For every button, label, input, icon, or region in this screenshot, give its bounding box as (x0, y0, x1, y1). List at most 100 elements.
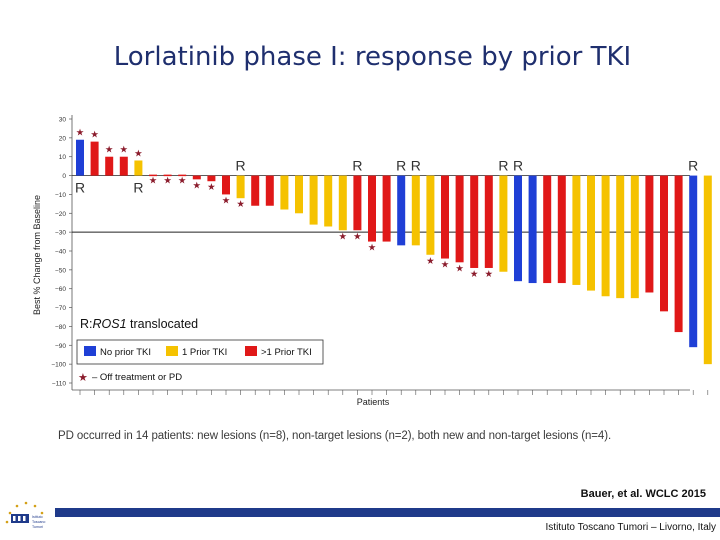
bar (528, 175, 537, 284)
y-tick-label: −100 (51, 362, 66, 369)
star-marker: ★ (90, 130, 99, 141)
y-tick-label: −90 (55, 343, 66, 350)
bar (601, 175, 610, 297)
star-marker: ★ (470, 269, 479, 280)
legend-label-one: 1 Prior TKI (182, 347, 227, 358)
ros1-annotation-gene: ROS1 (93, 317, 127, 331)
bar (455, 175, 464, 263)
legend: No prior TKI 1 Prior TKI >1 Prior TKI ★ … (76, 339, 324, 384)
ros1-marker: R (352, 158, 362, 174)
bar (616, 175, 625, 299)
bar (543, 175, 552, 284)
star-marker: ★ (76, 128, 85, 139)
bar (192, 175, 201, 180)
bar (324, 175, 333, 227)
bar (572, 175, 581, 285)
legend-star-label: – Off treatment or PD (92, 372, 182, 383)
bar (105, 156, 114, 176)
institute-name: Istituto Toscano Tumori – Livorno, Italy (545, 522, 716, 533)
legend-swatch-one (166, 346, 178, 356)
star-marker: ★ (455, 263, 464, 274)
bar (251, 175, 260, 206)
bar (557, 175, 566, 284)
logo-text-line-2: Toscano (32, 520, 45, 524)
ros1-annotation-prefix: R: (80, 317, 93, 331)
bar (587, 175, 595, 291)
legend-swatch-none (84, 346, 96, 356)
bar (338, 175, 347, 231)
y-tick-label: −80 (55, 324, 66, 331)
bar (382, 175, 391, 242)
citation: Bauer, et al. WCLC 2015 (580, 488, 706, 500)
star-marker: ★ (368, 243, 377, 254)
bar (703, 175, 712, 365)
bar (236, 175, 245, 199)
ros1-marker: R (498, 158, 508, 174)
star-marker: ★ (441, 260, 450, 271)
y-tick-label: −50 (55, 267, 66, 274)
star-marker: ★ (134, 148, 143, 159)
bar (470, 175, 479, 268)
ros1-annotation: R:ROS1 translocated (80, 317, 198, 331)
bar (689, 175, 698, 348)
legend-label-none: No prior TKI (100, 347, 151, 358)
y-tick-label: −60 (55, 286, 66, 293)
slide-title: Lorlatinib phase I: response by prior TK… (113, 42, 632, 72)
star-marker: ★ (149, 176, 158, 187)
bar (484, 175, 493, 268)
bar (309, 175, 318, 225)
bar (645, 175, 654, 293)
bar (265, 175, 274, 206)
footer-bar (55, 508, 720, 517)
y-tick-label: −70 (55, 305, 66, 312)
logo-text-line-1: Istituto (32, 515, 43, 519)
star-marker: ★ (120, 145, 129, 156)
legend-box (76, 339, 324, 365)
bar (134, 160, 143, 176)
ros1-marker: R (133, 180, 143, 196)
bar (630, 175, 639, 299)
bar (514, 175, 522, 282)
y-tick-label: −40 (55, 249, 66, 256)
legend-swatch-multi (245, 346, 257, 356)
bar (441, 175, 449, 259)
y-tick-label: −30 (55, 230, 66, 237)
y-tick-label: −10 (55, 192, 66, 199)
star-marker: ★ (222, 195, 231, 206)
bar (368, 175, 376, 242)
star-marker: ★ (105, 145, 114, 156)
star-marker: ★ (353, 231, 362, 242)
bar (674, 175, 683, 333)
ros1-marker: R (75, 180, 85, 196)
bar (119, 156, 128, 176)
bar (163, 174, 172, 177)
bar (660, 175, 668, 312)
star-marker: ★ (178, 176, 187, 187)
star-marker: ★ (339, 231, 348, 242)
star-marker: ★ (236, 199, 245, 210)
star-marker: ★ (426, 256, 435, 267)
y-tick-label: −110 (52, 381, 67, 388)
ros1-marker: R (396, 158, 406, 174)
bar (280, 175, 289, 210)
x-axis-label: Patients (357, 397, 390, 407)
bar (207, 175, 216, 182)
bar (149, 174, 157, 177)
bar (353, 175, 362, 231)
bar (499, 175, 508, 272)
star-marker: ★ (207, 182, 216, 193)
ros1-annotation-suffix: translocated (127, 317, 199, 331)
ros1-marker: R (688, 158, 698, 174)
logo-text-line-3: Tumori (32, 525, 43, 529)
bar (222, 175, 230, 195)
legend-label-multi: >1 Prior TKI (261, 347, 312, 358)
y-tick-label: 0 (62, 173, 66, 180)
ros1-marker: R (411, 158, 421, 174)
ros1-marker: R (513, 158, 523, 174)
y-tick-label: 10 (59, 154, 67, 161)
bar (76, 139, 84, 176)
star-marker: ★ (485, 269, 494, 280)
footnote: PD occurred in 14 patients: new lesions … (58, 430, 612, 442)
y-tick-label: 20 (59, 135, 67, 142)
